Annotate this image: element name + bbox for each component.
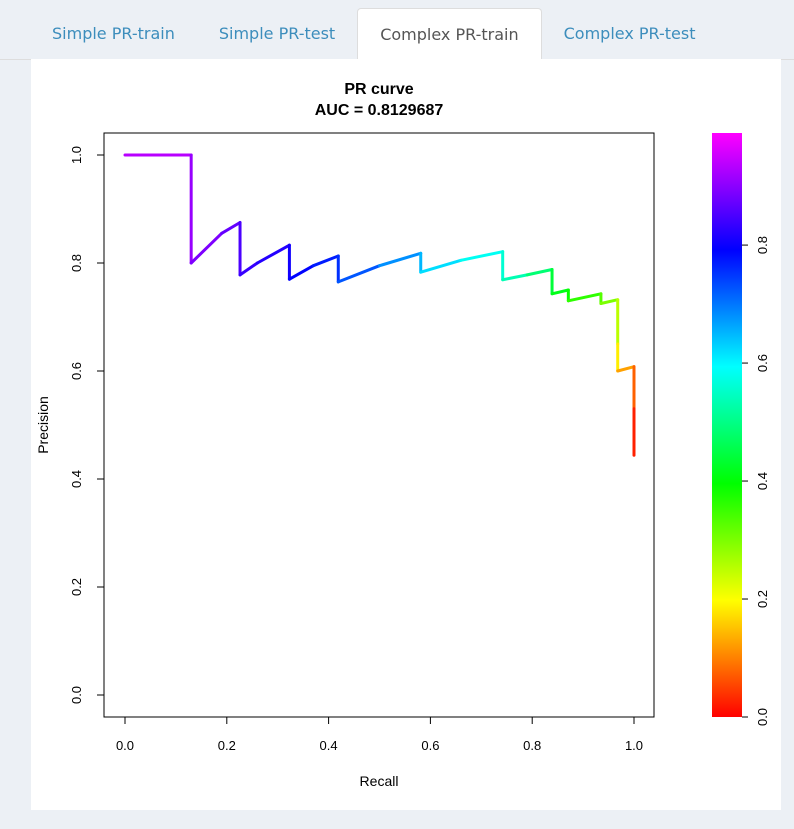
pr-curve-segment bbox=[459, 250, 505, 262]
color-scale-axis: 0.0 0.2 0.4 0.6 0.8 bbox=[742, 236, 770, 726]
tab-complex-pr-train[interactable]: Complex PR-train bbox=[357, 8, 542, 60]
tab-complex-pr-test[interactable]: Complex PR-test bbox=[563, 24, 696, 43]
pr-curve-segment bbox=[238, 261, 259, 277]
x-tick-label: 1.0 bbox=[625, 738, 643, 753]
x-tick-label: 0.4 bbox=[320, 738, 338, 753]
pr-curve-chart: PR curve AUC = 0.8129687 0.0 0.2 0.4 0.6 0.8… bbox=[35, 81, 770, 789]
color-scale-tick-label: 0.2 bbox=[755, 590, 770, 608]
tab-content-panel: PR curve AUC = 0.8129687 0.0 0.2 0.4 0.6 0.8… bbox=[31, 59, 781, 810]
x-axis: 0.0 0.2 0.4 0.6 0.8 1.0 bbox=[116, 716, 643, 753]
chart-title: PR curve bbox=[344, 81, 413, 98]
pr-curve-segment bbox=[419, 258, 463, 274]
plot-frame bbox=[103, 132, 655, 718]
chart-subtitle: AUC = 0.8129687 bbox=[315, 102, 444, 119]
color-scale-tick-label: 0.0 bbox=[755, 708, 770, 726]
y-tick-label: 1.0 bbox=[69, 146, 84, 164]
pr-curve-segment bbox=[287, 264, 315, 281]
y-tick-label: 0.2 bbox=[69, 578, 84, 596]
x-tick-label: 0.8 bbox=[523, 738, 541, 753]
pr-curve-segment bbox=[336, 264, 381, 284]
tab-simple-pr-test[interactable]: Simple PR-test bbox=[218, 24, 336, 43]
pr-curve-segment bbox=[255, 243, 291, 265]
color-scale-bar bbox=[712, 133, 742, 717]
pr-curve-segment bbox=[189, 231, 224, 265]
y-axis-label: Precision bbox=[35, 396, 51, 454]
x-axis-label: Recall bbox=[360, 773, 399, 789]
y-tick-label: 0.4 bbox=[69, 470, 84, 488]
x-tick-label: 0.6 bbox=[421, 738, 439, 753]
y-tick-label: 0.6 bbox=[69, 362, 84, 380]
pr-curve-segment bbox=[550, 288, 570, 296]
x-tick-label: 0.0 bbox=[116, 738, 134, 753]
pr-curve-segment bbox=[501, 273, 529, 282]
color-scale-tick-label: 0.6 bbox=[755, 354, 770, 372]
pr-curve-segment bbox=[311, 254, 340, 268]
tab-simple-pr-train[interactable]: Simple PR-train bbox=[52, 24, 175, 43]
color-scale-tick-label: 0.4 bbox=[755, 472, 770, 490]
y-tick-label: 0.0 bbox=[69, 686, 84, 704]
pr-curve-segment bbox=[616, 365, 636, 373]
color-scale-tick-label: 0.8 bbox=[755, 236, 770, 254]
y-tick-label: 0.8 bbox=[69, 254, 84, 272]
pr-curve-line bbox=[123, 153, 636, 457]
pr-curve-segment bbox=[566, 292, 603, 303]
tab-bar: Simple PR-train Simple PR-test Complex P… bbox=[30, 7, 718, 60]
x-tick-label: 0.2 bbox=[218, 738, 236, 753]
y-axis: 0.0 0.2 0.4 0.6 0.8 1.0 bbox=[69, 146, 105, 704]
pr-curve-segment bbox=[599, 298, 620, 305]
pr-curve-segment bbox=[220, 221, 242, 235]
pr-curve-segment bbox=[378, 251, 423, 268]
pr-curve-segment bbox=[525, 267, 554, 277]
